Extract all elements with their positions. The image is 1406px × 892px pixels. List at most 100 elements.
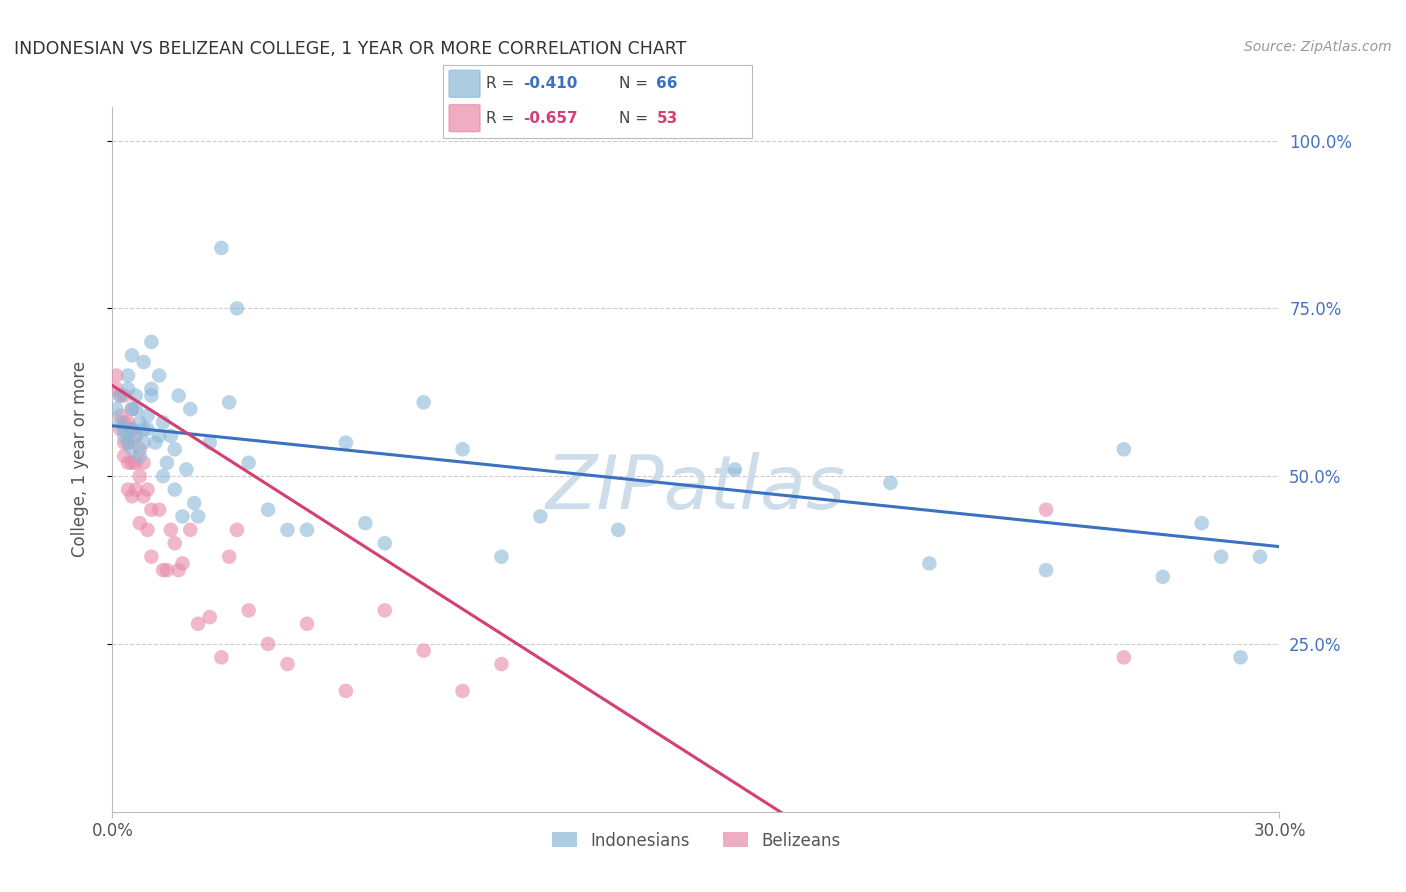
Text: N =: N = <box>619 77 652 91</box>
Y-axis label: College, 1 year or more: College, 1 year or more <box>70 361 89 558</box>
Point <box>187 616 209 631</box>
Point <box>125 429 148 443</box>
Point <box>136 409 159 423</box>
Point <box>152 469 174 483</box>
Point <box>218 395 240 409</box>
Point <box>218 549 240 564</box>
Point <box>117 456 139 470</box>
Point <box>163 442 186 457</box>
Point <box>110 409 132 423</box>
Text: 66: 66 <box>657 77 678 91</box>
Point <box>121 402 143 417</box>
Point <box>121 348 143 362</box>
Point <box>226 301 249 316</box>
Point <box>238 603 260 617</box>
Point <box>160 523 183 537</box>
Point <box>121 422 143 436</box>
Point <box>128 449 150 463</box>
Point <box>110 389 132 403</box>
Point <box>136 483 159 497</box>
Point <box>156 563 179 577</box>
Text: R =: R = <box>486 77 519 91</box>
Point <box>148 502 170 516</box>
Point <box>110 416 132 430</box>
Point <box>879 475 901 490</box>
Point <box>374 536 396 550</box>
FancyBboxPatch shape <box>449 70 479 97</box>
Point <box>132 355 155 369</box>
Point <box>121 402 143 417</box>
Point <box>451 442 474 457</box>
Point <box>335 435 357 450</box>
Text: Source: ZipAtlas.com: Source: ZipAtlas.com <box>1244 40 1392 54</box>
Text: -0.657: -0.657 <box>523 111 578 126</box>
Point <box>117 368 139 383</box>
Point <box>128 416 150 430</box>
Point <box>117 435 139 450</box>
Point <box>136 422 159 436</box>
Point <box>110 422 132 436</box>
Point <box>105 382 128 396</box>
Point <box>295 523 318 537</box>
Point <box>1191 516 1213 530</box>
Point <box>198 435 221 450</box>
Point <box>238 456 260 470</box>
Text: N =: N = <box>619 111 652 126</box>
Point <box>121 489 143 503</box>
Text: 53: 53 <box>657 111 678 126</box>
Point <box>198 610 221 624</box>
Point <box>156 456 179 470</box>
Text: INDONESIAN VS BELIZEAN COLLEGE, 1 YEAR OR MORE CORRELATION CHART: INDONESIAN VS BELIZEAN COLLEGE, 1 YEAR O… <box>14 40 686 58</box>
Point <box>412 395 434 409</box>
Point <box>112 449 135 463</box>
Point <box>125 389 148 403</box>
Point <box>183 496 205 510</box>
Point <box>335 684 357 698</box>
Point <box>1112 442 1135 457</box>
Point <box>529 509 551 524</box>
Point <box>128 442 150 457</box>
Point <box>354 516 377 530</box>
Text: ZIPatlas: ZIPatlas <box>546 451 846 524</box>
Point <box>724 462 747 476</box>
Point <box>125 402 148 417</box>
Point <box>451 684 474 698</box>
Point <box>257 502 280 516</box>
Point <box>1209 549 1232 564</box>
Point <box>121 422 143 436</box>
Point <box>167 389 190 403</box>
Point <box>117 435 139 450</box>
Point <box>163 536 186 550</box>
Point <box>276 523 298 537</box>
Point <box>209 650 232 665</box>
Point <box>172 557 194 571</box>
Point <box>136 523 159 537</box>
Point <box>105 368 128 383</box>
Text: -0.410: -0.410 <box>523 77 578 91</box>
Point <box>117 416 139 430</box>
Point <box>148 429 170 443</box>
Point <box>1249 549 1271 564</box>
Point <box>209 241 232 255</box>
Point <box>112 429 135 443</box>
FancyBboxPatch shape <box>443 65 752 138</box>
Point <box>179 523 201 537</box>
Point <box>187 509 209 524</box>
Point <box>1152 570 1174 584</box>
Text: R =: R = <box>486 111 519 126</box>
Point <box>276 657 298 671</box>
Point <box>491 657 513 671</box>
Point <box>117 483 139 497</box>
Point <box>132 422 155 436</box>
Point <box>132 489 155 503</box>
Point <box>176 462 198 476</box>
Point <box>374 603 396 617</box>
Point <box>112 435 135 450</box>
Point <box>128 516 150 530</box>
Point <box>1229 650 1251 665</box>
Point <box>1112 650 1135 665</box>
Point <box>125 456 148 470</box>
Point <box>105 402 128 417</box>
Point <box>121 442 143 457</box>
Point <box>141 502 163 516</box>
